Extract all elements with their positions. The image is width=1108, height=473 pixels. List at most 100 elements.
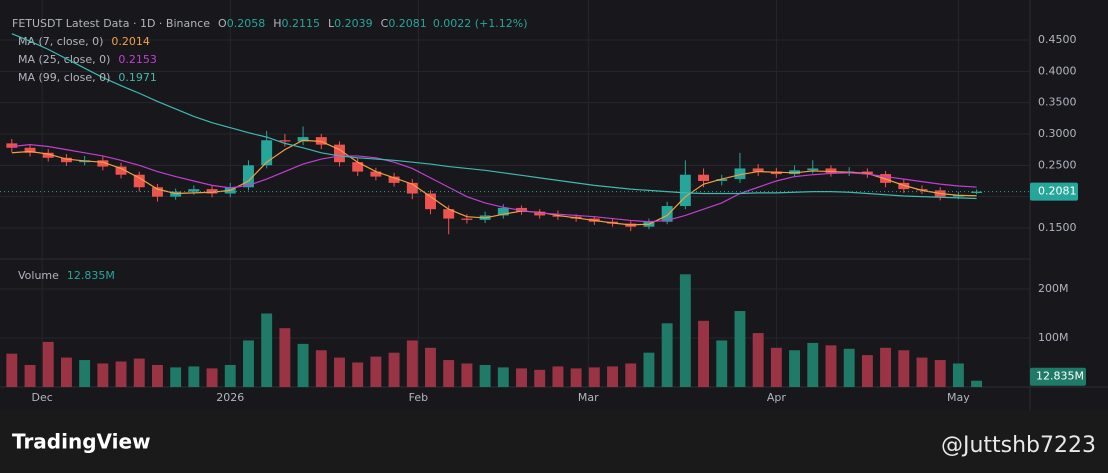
candle-body [716,179,728,181]
candle-body [443,209,455,219]
header: FETUSDT Latest Data · 1D · Binance O0.205… [12,17,528,30]
y-tick-label: 0.3500 [1038,96,1077,109]
volume-bar [643,352,655,387]
last-price-box [1030,182,1078,201]
volume-bar [716,340,728,387]
volume-bar [588,367,600,387]
volume-bar [24,364,36,387]
volume-bar [534,369,546,387]
last-price-label: 0.2081 [1038,185,1077,198]
candle-body [825,168,837,173]
volume-bar [479,364,491,387]
candle-body [261,140,273,166]
candle-body [406,182,418,194]
ma-legend: MA (7, close, 0) 0.2014 [18,35,150,48]
volume-bar [133,358,145,387]
chart-bg [0,0,1108,410]
candle-body [315,137,327,145]
candle-body [352,162,364,172]
h-label: H [273,17,281,30]
volume-bar [843,348,855,387]
volume-bar [297,343,309,387]
ma-name: MA (7, close, 0) [18,35,103,48]
volume-bar [224,364,236,387]
candle-body [497,207,509,216]
x-tick-label: 2026 [216,391,244,404]
volume-bar [261,313,273,387]
volume-bar [952,363,964,387]
volume-bar [698,320,710,387]
volume-bar [315,350,327,387]
volume-bar [770,347,782,387]
candle-body [97,160,109,167]
y-tick-label: 0.2500 [1038,158,1077,171]
ma-value: 0.1971 [118,71,157,84]
x-tick-label: May [947,391,970,404]
candle-body [42,152,54,158]
volume-bar [552,366,564,387]
y-tick-label: 0.4000 [1038,64,1077,77]
candle-body [170,191,182,197]
volume-tick-label: 100M [1038,331,1069,344]
x-tick-label: Mar [578,391,599,404]
candle-body [552,215,564,217]
volume-bar [516,368,527,387]
candle-body [807,168,819,171]
volume-bar [443,360,455,387]
watermark: @Juttshb7223 [941,433,1096,458]
brand: TradingView [12,430,151,454]
volume-legend: Volume 12.835M [18,269,115,282]
candle-body [334,144,345,163]
candle-body [752,168,764,172]
candle-body [370,171,382,177]
volume-name: Volume [18,269,59,282]
volume-bar [115,361,127,387]
candle-body [916,189,928,191]
candle-body [425,193,436,210]
volume-bar [661,323,673,387]
candle-body [534,211,546,216]
volume-bar [679,274,691,387]
volume-bar [279,328,291,387]
volume-bar [42,341,54,387]
ma-legend: MA (99, close, 0) 0.1971 [18,71,157,84]
candle-body [115,166,127,175]
volume-bar [334,357,345,387]
ma-name: MA (99, close, 0) [18,71,110,84]
candle-body [679,174,691,207]
volume-bar [625,363,637,387]
o-label: O [218,17,227,30]
volume-bar [406,340,418,387]
candle-body [861,171,873,175]
volume-bar [497,367,509,387]
y-tick-label: 0.1500 [1038,221,1077,234]
volume-bar [352,362,364,387]
volume-bar [206,368,218,387]
footer-bg [0,410,1108,473]
volume-bar [188,366,200,387]
candle-body [516,207,527,212]
candle-body [461,218,473,220]
ma-line [11,33,977,200]
l-value: 0.2039 [334,17,373,30]
candle-body [789,170,801,175]
last-volume-label: 12.835M [1036,370,1084,383]
volume-bar [570,368,582,387]
volume-bar [807,342,819,387]
volume-bar [151,364,163,387]
volume-bar [6,353,18,387]
volume-tick-label: 200M [1038,282,1069,295]
ma-value: 0.2153 [118,53,157,66]
volume-bar [425,347,436,387]
candle-body [698,174,710,181]
candle-body [151,187,163,197]
y-tick-label: 0.3000 [1038,127,1077,140]
ma-line [11,144,977,223]
x-tick-label: Dec [32,391,53,404]
volume-bar [898,350,910,387]
volume-bar [734,311,746,387]
candle-body [297,137,309,142]
y-tick-label: 0.4500 [1038,33,1077,46]
volume-bar [79,360,91,387]
